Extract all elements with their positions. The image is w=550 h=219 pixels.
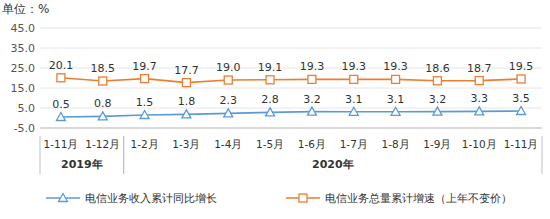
data-label: 19.3	[342, 60, 367, 73]
marker	[224, 76, 232, 84]
legend-label: 电信业务收入累计同比增长	[85, 192, 217, 205]
marker	[392, 75, 400, 83]
marker	[307, 107, 316, 115]
plot-area	[56, 74, 525, 121]
marker	[475, 77, 483, 85]
data-labels: 0.5 0.8 1.5 1.8 2.3 2.8 3.2 3.1 3.1 3.2 3.3 3.5 20.1…	[49, 59, 534, 111]
data-label: 19.7	[132, 60, 157, 73]
marker	[182, 110, 191, 118]
legend-marker	[59, 194, 68, 202]
data-label: 18.7	[467, 62, 492, 75]
data-label: 1.8	[178, 95, 196, 108]
data-label: 3.5	[512, 92, 530, 105]
data-label: 3.2	[429, 93, 447, 106]
group-separator	[123, 136, 124, 174]
x-tick-label: 1-5月	[256, 138, 284, 150]
marker	[350, 75, 358, 83]
marker	[57, 74, 65, 82]
marker	[266, 108, 275, 116]
y-axis-label: 单位：%	[2, 2, 49, 16]
marker	[140, 111, 149, 119]
data-label: 18.6	[425, 62, 450, 75]
x-tick-label: 1-11月	[504, 138, 539, 150]
marker	[99, 77, 107, 85]
marker	[224, 109, 233, 117]
series-line	[61, 111, 521, 117]
data-label: 3.2	[303, 93, 321, 106]
marker	[349, 107, 358, 115]
data-label: 19.3	[300, 60, 325, 73]
data-label: 19.3	[383, 60, 408, 73]
marker	[266, 76, 274, 84]
marker	[391, 107, 400, 115]
marker	[308, 75, 316, 83]
legend-label: 电信业务总量累计增速（上年不变价）	[325, 192, 512, 205]
marker	[517, 75, 525, 83]
marker	[433, 77, 441, 85]
x-tick-label: 1-12月	[85, 138, 120, 150]
data-label: 3.3	[471, 92, 489, 105]
group-separator	[123, 136, 124, 174]
data-label: 0.5	[52, 98, 70, 111]
data-label: 17.7	[174, 64, 199, 77]
x-tick-label: 1-2月	[131, 138, 159, 150]
legend-marker	[299, 194, 307, 202]
data-label: 2.3	[220, 94, 238, 107]
data-label: 18.5	[91, 62, 116, 75]
y-tick-label: -5.0	[14, 122, 35, 135]
marker	[433, 107, 442, 115]
grid-line	[40, 48, 542, 49]
series-line	[61, 78, 521, 83]
marker	[475, 107, 484, 115]
x-tick-label: 1-6月	[298, 138, 326, 150]
grid-line	[40, 108, 542, 109]
y-tick-label: 35.0	[11, 42, 36, 55]
y-tick-label: 5.0	[18, 102, 36, 115]
y-tick-label: 45.0	[11, 22, 36, 35]
data-label: 3.1	[345, 93, 363, 106]
data-label: 20.1	[49, 59, 74, 72]
chart: 单位：% -5.0 5.0 15.0 25.0 35.0 45.0 1-11月 1-12月 1-2…	[0, 0, 550, 219]
x-tick-label: 1-9月	[423, 138, 451, 150]
data-label: 19.5	[509, 60, 534, 73]
marker	[98, 112, 107, 120]
data-label: 19.1	[258, 61, 283, 74]
group-label: 2019年	[61, 158, 103, 171]
data-label: 0.8	[94, 97, 112, 110]
group-label: 2020年	[312, 158, 354, 171]
x-axis-line	[40, 128, 542, 129]
data-label: 19.0	[216, 61, 241, 74]
x-tick-label: 1-8月	[382, 138, 410, 150]
data-label: 1.5	[136, 96, 154, 109]
marker	[517, 107, 526, 115]
marker	[141, 75, 149, 83]
marker	[182, 79, 190, 87]
y-tick-label: 15.0	[11, 82, 36, 95]
x-tick-label: 1-4月	[214, 138, 242, 150]
x-tick-label: 1-3月	[172, 138, 200, 150]
data-label: 2.8	[261, 93, 279, 106]
x-tick-label: 1-10月	[462, 138, 497, 150]
x-tick-label: 1-11月	[43, 138, 78, 150]
grid-line	[40, 128, 542, 129]
group-separator	[40, 136, 41, 174]
grid-line	[40, 88, 542, 89]
y-tick-label: 25.0	[11, 62, 36, 75]
data-label: 3.1	[387, 93, 405, 106]
group-separator	[542, 136, 543, 174]
x-tick-label: 1-7月	[340, 138, 368, 150]
grid-line	[40, 28, 542, 29]
marker	[56, 113, 65, 121]
